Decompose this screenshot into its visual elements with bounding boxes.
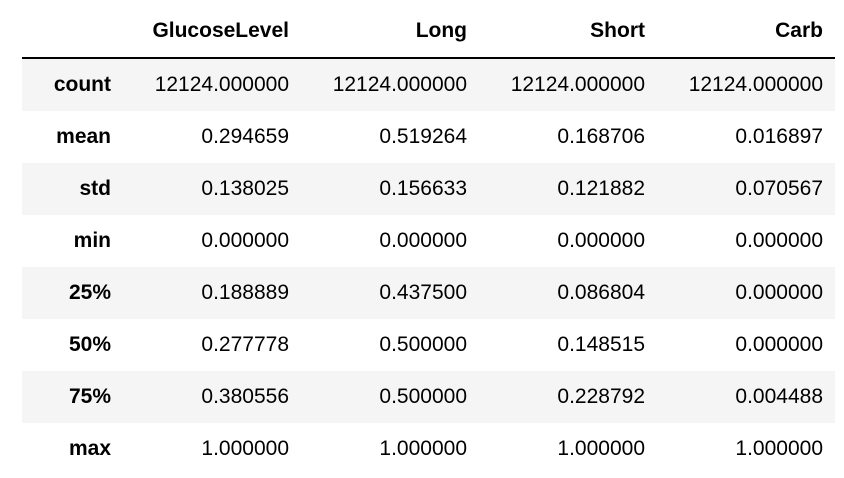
row-label: mean: [56, 125, 111, 148]
row-label: 25%: [68, 281, 111, 304]
table-cell: 0.380556: [201, 385, 289, 408]
table-cell: 0.138025: [201, 177, 289, 200]
table-row-count: count 12124.000000 12124.000000 12124.00…: [22, 58, 835, 111]
table-cell: 0.070567: [735, 177, 823, 200]
table-cell: 12124.000000: [688, 73, 823, 96]
table-cell: 0.000000: [735, 229, 823, 252]
table-row-mean: mean 0.294659 0.519264 0.168706 0.016897: [22, 111, 835, 163]
table-cell: 0.188889: [201, 281, 289, 304]
table-cell: 0.000000: [379, 229, 467, 252]
table-cell: 0.437500: [379, 281, 467, 304]
describe-table: GlucoseLevel Long Short Carb count 12124…: [22, 4, 835, 475]
row-label: 75%: [68, 385, 111, 408]
table-cell: 0.000000: [557, 229, 645, 252]
table-cell: 1.000000: [379, 437, 467, 460]
row-label: count: [53, 73, 111, 96]
row-label: min: [73, 229, 111, 252]
column-header-long: Long: [301, 4, 479, 59]
table-cell: 0.277778: [201, 333, 289, 356]
table-row-std: std 0.138025 0.156633 0.121882 0.070567: [22, 163, 835, 215]
row-label: 50%: [68, 333, 111, 356]
table-cell: 1.000000: [735, 437, 823, 460]
table-cell: 12124.000000: [510, 73, 645, 96]
table-cell: 0.228792: [557, 385, 645, 408]
column-header-carb: Carb: [657, 4, 835, 59]
table-cell: 12124.000000: [154, 73, 289, 96]
table-body: count 12124.000000 12124.000000 12124.00…: [22, 58, 835, 475]
index-header: [22, 4, 123, 59]
table-row-50-percent: 50% 0.277778 0.500000 0.148515 0.000000: [22, 319, 835, 371]
column-header-short: Short: [479, 4, 657, 59]
row-label: std: [79, 177, 112, 200]
table-row-max: max 1.000000 1.000000 1.000000 1.000000: [22, 423, 835, 475]
table-cell: 0.500000: [379, 333, 467, 356]
table-cell: 0.000000: [735, 281, 823, 304]
table-cell: 0.156633: [379, 177, 467, 200]
table-cell: 0.016897: [735, 125, 823, 148]
table-row-75-percent: 75% 0.380556 0.500000 0.228792 0.004488: [22, 371, 835, 423]
table-row-25-percent: 25% 0.188889 0.437500 0.086804 0.000000: [22, 267, 835, 319]
row-label: max: [68, 437, 111, 460]
table-cell: 0.000000: [201, 229, 289, 252]
header-row: GlucoseLevel Long Short Carb: [22, 4, 835, 59]
table-cell: 0.086804: [557, 281, 645, 304]
table-cell: 0.519264: [379, 125, 467, 148]
table-cell: 0.168706: [557, 125, 645, 148]
table-cell: 0.121882: [557, 177, 645, 200]
table-cell: 1.000000: [557, 437, 645, 460]
table-cell: 0.004488: [735, 385, 823, 408]
table-cell: 0.148515: [557, 333, 645, 356]
table-cell: 0.500000: [379, 385, 467, 408]
table-cell: 0.000000: [735, 333, 823, 356]
table-cell: 1.000000: [201, 437, 289, 460]
describe-table-container: GlucoseLevel Long Short Carb count 12124…: [22, 4, 835, 475]
table-header: GlucoseLevel Long Short Carb: [22, 4, 835, 59]
table-row-min: min 0.000000 0.000000 0.000000 0.000000: [22, 215, 835, 267]
table-cell: 12124.000000: [332, 73, 467, 96]
table-cell: 0.294659: [201, 125, 289, 148]
column-header-glucoselevel: GlucoseLevel: [123, 4, 301, 59]
